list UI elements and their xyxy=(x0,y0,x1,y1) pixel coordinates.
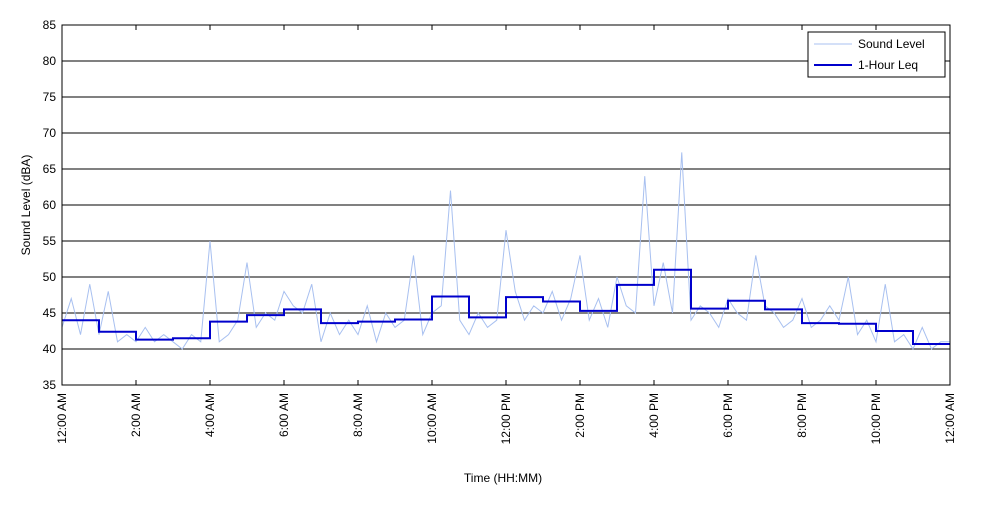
y-tick-label: 40 xyxy=(43,342,57,356)
x-tick-label: 10:00 AM xyxy=(425,393,439,444)
x-tick-label: 4:00 PM xyxy=(647,393,661,438)
y-tick-label: 70 xyxy=(43,126,57,140)
x-tick-label: 12:00 AM xyxy=(55,393,69,444)
y-tick-label: 60 xyxy=(43,198,57,212)
y-tick-label: 50 xyxy=(43,270,57,284)
y-tick-label: 75 xyxy=(43,90,57,104)
plot-frame xyxy=(61,24,951,386)
step-line xyxy=(62,268,950,345)
x-tick-label: 6:00 PM xyxy=(721,393,735,438)
line xyxy=(61,152,950,351)
x-tick-label: 8:00 AM xyxy=(351,393,365,437)
y-tick-label: 80 xyxy=(43,54,57,68)
y-tick-label: 85 xyxy=(43,18,57,32)
x-tick-label: 2:00 PM xyxy=(573,393,587,438)
x-tick-label: 2:00 AM xyxy=(129,393,143,437)
y-tick-label: 45 xyxy=(43,306,57,320)
legend-label: Sound Level xyxy=(858,37,925,51)
x-tick-label: 8:00 PM xyxy=(795,393,809,438)
y-axis-label: Sound Level (dBA) xyxy=(19,155,33,256)
y-tick-label: 55 xyxy=(43,234,57,248)
x-tick-label: 10:00 PM xyxy=(869,393,883,444)
y-tick-label: 65 xyxy=(43,162,57,176)
x-tick-label: 6:00 AM xyxy=(277,393,291,437)
x-tick-label: 12:00 AM xyxy=(943,393,957,444)
legend-box xyxy=(807,31,946,78)
y-tick-label: 35 xyxy=(43,378,57,392)
legend-label: 1-Hour Leq xyxy=(858,58,918,72)
x-tick-label: 12:00 PM xyxy=(499,393,513,444)
x-axis-label: Time (HH:MM) xyxy=(464,471,542,485)
x-tick-label: 4:00 AM xyxy=(203,393,217,437)
